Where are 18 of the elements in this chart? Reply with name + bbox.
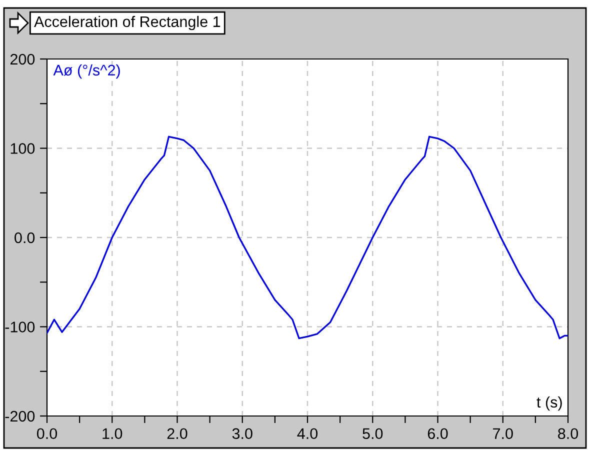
x-tick-label: 8.0 [558, 428, 578, 440]
line-series [47, 136, 568, 340]
x-tick-label: 6.0 [428, 428, 448, 440]
x-tick-label: 7.0 [493, 428, 513, 440]
y-tick-label: 100 [10, 143, 35, 154]
x-tick-label: 2.0 [167, 428, 188, 440]
x-axis-title: t (s) [536, 396, 562, 411]
x-tick-label: 1.0 [102, 428, 122, 440]
y-tick-label: 0.0 [14, 232, 35, 244]
y-axis-title: Aø (°/s^2) [53, 64, 120, 79]
y-tick-label: -200 [5, 410, 35, 422]
x-tick-label: 3.0 [232, 428, 252, 440]
x-tick-label: 5.0 [362, 428, 383, 440]
y-tick-label: 200 [10, 54, 35, 65]
x-tick-label: 0.0 [36, 428, 58, 440]
chart-title: Acceleration of Rectangle 1 [34, 16, 220, 30]
x-tick-label: 4.0 [297, 428, 318, 440]
y-tick-label: -100 [5, 322, 35, 332]
